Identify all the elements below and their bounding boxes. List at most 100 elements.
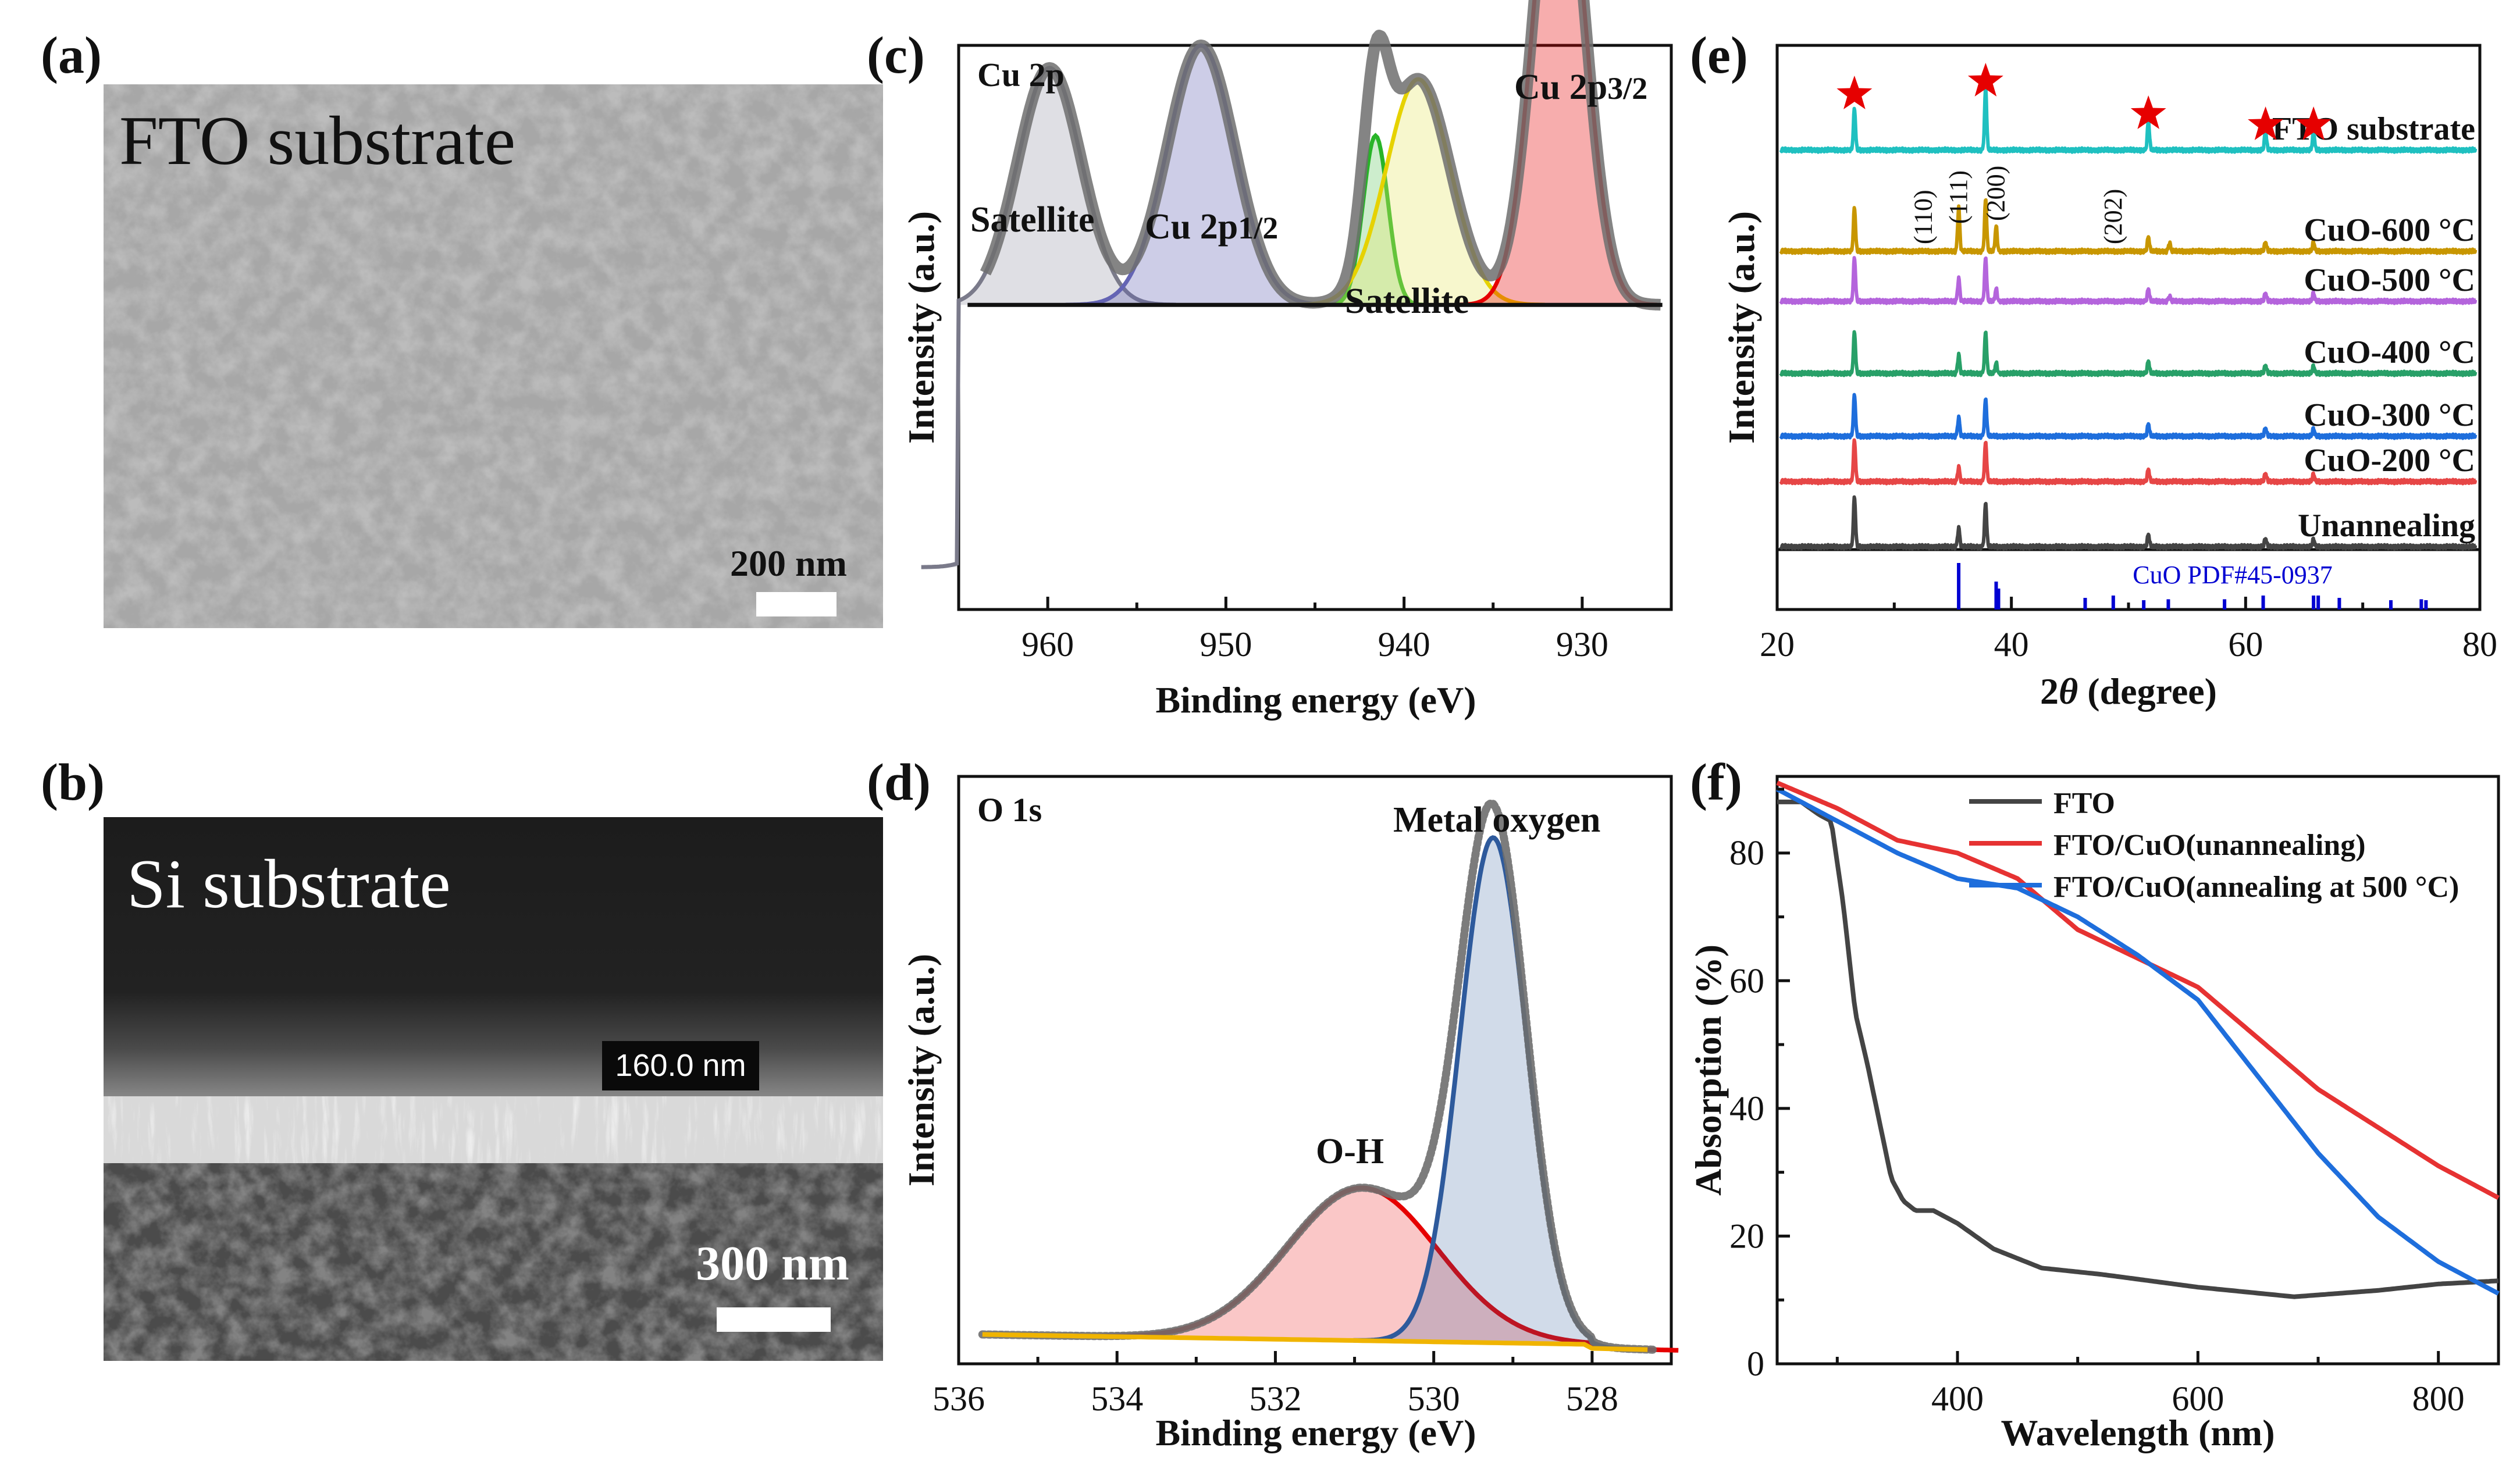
chart-e-xrd: FTO substrate CuO-600 °C CuO-500 °C CuO-400… xyxy=(1721,44,2497,712)
chart-f-ytick-label: 0 xyxy=(1747,1345,1764,1383)
chart-e-xtick-label: 60 xyxy=(2228,625,2263,664)
chart-e-hkl-label: (200) xyxy=(1981,166,2010,221)
panel-e-label: (e) xyxy=(1690,27,1748,84)
chart-c-plot-area xyxy=(921,0,1665,569)
chart-d-ylabel: Intensity (a.u.) xyxy=(900,954,942,1186)
chart-e-series-line-7 xyxy=(1779,495,2478,551)
sem-a-scalebar-label: 200 nm xyxy=(730,543,847,584)
chart-d-annot-oh: O-H xyxy=(1316,1132,1384,1171)
chart-c-peak-line-3 xyxy=(1325,133,1424,307)
chart-c-annot-satellite-2: Satellite xyxy=(1345,281,1469,321)
chart-e-ylabel: Intensity (a.u.) xyxy=(1721,211,1762,444)
chart-d-x-ticks: 536 534 532 530 528 xyxy=(932,1351,1673,1418)
chart-c-xps-cu2p: 960 950 940 930 Cu 2p Satellite Cu 2p1/2 Sa… xyxy=(900,0,1673,721)
chart-f-absorption: 400 600 800 0 20 40 60 80 FTO FTO/CuO(unannealin… xyxy=(1688,775,2500,1453)
chart-f-frame xyxy=(1775,775,2500,1366)
chart-f-ytick-label: 60 xyxy=(1729,961,1764,1000)
chart-e-series-line-2 xyxy=(1779,198,2478,255)
panel-f-label: (f) xyxy=(1690,754,1742,811)
sem-image-si xyxy=(104,817,883,1361)
chart-f-legend-label-2: FTO/CuO(unannealing) xyxy=(2053,829,2366,862)
sem-image-fto xyxy=(104,84,883,628)
chart-d-plot-area xyxy=(978,799,1679,1354)
chart-c-annot-satellite-1: Satellite xyxy=(970,200,1095,240)
chart-f-ytick-label: 80 xyxy=(1729,834,1764,872)
chart-c-xtick-label: 960 xyxy=(1021,625,1074,664)
chart-e-series-label-4: CuO-400 °C xyxy=(2304,334,2475,370)
chart-c-ylabel: Intensity (a.u.) xyxy=(900,211,942,444)
panel-a: (a) FTO substrate 200 nm xyxy=(41,27,883,628)
chart-f-plot-area xyxy=(1776,780,2500,1299)
sem-b-thickness-box xyxy=(602,1041,759,1090)
chart-d-peak-fill-2 xyxy=(1353,837,1632,1349)
panel-c-label: (c) xyxy=(867,27,925,84)
chart-d-annot-metal-oxygen: Metal oxygen xyxy=(1393,800,1600,840)
chart-e-reference-label: CuO PDF#45-0937 xyxy=(2133,561,2333,589)
sem-a-scalebar xyxy=(756,592,837,616)
chart-e-series-line-4 xyxy=(1779,330,2478,377)
chart-c-xtick-label: 930 xyxy=(1556,625,1608,664)
chart-e-series-label-6: CuO-200 °C xyxy=(2304,443,2475,479)
chart-d-peak-fill-1 xyxy=(1047,1188,1679,1350)
chart-c-title: Cu 2p xyxy=(977,56,1065,94)
chart-f-legend-label-1: FTO xyxy=(2053,787,2115,820)
chart-f-xtick-label: 800 xyxy=(2412,1380,2465,1418)
chart-e-series-label-2: CuO-600 °C xyxy=(2304,212,2475,248)
chart-f-series-line-2 xyxy=(1776,780,2500,1200)
chart-f-series-line-1 xyxy=(1777,799,2499,1299)
chart-c-xtick-label: 950 xyxy=(1200,625,1252,664)
chart-f-legend: FTO FTO/CuO(unannealing) FTO/CuO(annealing… xyxy=(1969,787,2459,904)
chart-e-series-label-3: CuO-500 °C xyxy=(2304,262,2475,298)
chart-c-annot-cu2p32: Cu 2p3/2 xyxy=(1514,67,1647,107)
chart-f-legend-label-3: FTO/CuO(annealing at 500 °C) xyxy=(2053,871,2459,904)
chart-d-frame xyxy=(957,775,1673,1366)
chart-f-ytick-label: 40 xyxy=(1729,1089,1764,1128)
chart-c-x-ticks: 960 950 940 930 xyxy=(957,597,1673,664)
chart-e-hkl-label: (202) xyxy=(2099,189,2127,244)
chart-e-series-line-6 xyxy=(1779,438,2478,486)
chart-c-annot-cu2p12: Cu 2p1/2 xyxy=(1145,207,1278,247)
sem-b-scalebar-label: 300 nm xyxy=(696,1236,849,1291)
chart-e-star-marker xyxy=(1836,76,1873,109)
chart-d-xtick-label: 534 xyxy=(1091,1380,1143,1418)
chart-e-star-marker xyxy=(2130,95,2166,129)
chart-f-xtick-label: 600 xyxy=(2172,1380,2224,1418)
chart-f-xlabel: Wavelength (nm) xyxy=(2001,1412,2275,1453)
chart-e-plot-area: FTO substrate CuO-600 °C CuO-500 °C CuO-400… xyxy=(1779,63,2478,609)
chart-e-xtick-label: 80 xyxy=(2462,625,2497,664)
chart-e-hkl-label: (111) xyxy=(1944,170,1973,224)
chart-e-star-marker xyxy=(2295,106,2332,140)
panel-b: (b) Si substrate 160.0 nm 300 nm xyxy=(41,754,883,1361)
chart-c-xlabel: Binding energy (eV) xyxy=(1155,679,1476,721)
chart-e-xtick-label: 40 xyxy=(1994,625,2029,664)
chart-c-peak-fill-5 xyxy=(1459,0,1657,305)
chart-d-xtick-label: 532 xyxy=(1249,1380,1301,1418)
chart-d-background-line xyxy=(982,1332,1648,1352)
chart-e-x-ticks: 20 40 60 80 xyxy=(1760,597,2497,664)
sem-b-title: Si substrate xyxy=(127,845,451,922)
chart-f-ytick-label: 20 xyxy=(1729,1217,1764,1255)
chart-e-series-label-1: FTO substrate xyxy=(2272,111,2475,147)
chart-c-xtick-label: 940 xyxy=(1378,625,1430,664)
chart-c-peak-fill-2 xyxy=(1065,45,1335,305)
chart-f-ticks: 400 600 800 0 20 40 60 80 xyxy=(1729,787,2465,1418)
chart-d-title: O 1s xyxy=(977,791,1042,829)
chart-c-peak-fill-4 xyxy=(1290,79,1545,305)
chart-d-xlabel: Binding energy (eV) xyxy=(1155,1412,1476,1453)
panel-b-label: (b) xyxy=(41,754,105,811)
chart-d-xps-o1s: 536 534 532 530 528 O 1s O-H Metal oxygen Bi… xyxy=(900,775,1679,1453)
chart-d-xtick-label: 528 xyxy=(1566,1380,1618,1418)
panel-d-label: (d) xyxy=(867,754,931,811)
chart-e-hkl-label: (110) xyxy=(1909,190,1938,244)
chart-f-series-line-3 xyxy=(1776,787,2500,1296)
chart-d-xtick-label: 536 xyxy=(932,1380,985,1418)
chart-c-raw-data xyxy=(980,0,1665,311)
chart-e-xtick-label: 20 xyxy=(1760,625,1795,664)
chart-f-xtick-label: 400 xyxy=(1931,1380,1984,1418)
chart-e-star-marker xyxy=(1967,63,2003,97)
chart-e-series-line-5 xyxy=(1779,393,2478,440)
chart-f-ylabel: Absorption (%) xyxy=(1688,944,1729,1196)
sem-b-thickness-label: 160.0 nm xyxy=(615,1048,746,1083)
chart-e-series-line-3 xyxy=(1779,256,2478,305)
